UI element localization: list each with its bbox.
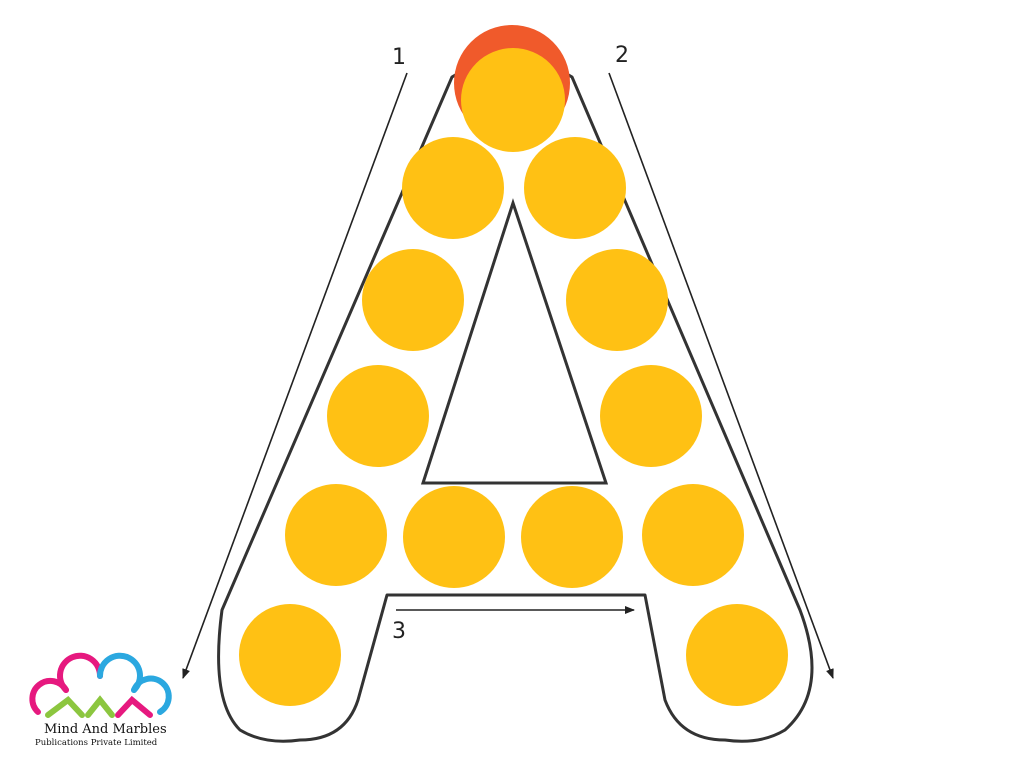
dot-marker[interactable] bbox=[686, 604, 788, 706]
dot-marker[interactable] bbox=[642, 484, 744, 586]
letter-a-outer-outline bbox=[217, 57, 814, 743]
letter-a-inner-counter bbox=[420, 198, 609, 485]
stroke-label-2: 2 bbox=[615, 43, 629, 68]
dot-marker[interactable] bbox=[566, 249, 668, 351]
dot-marker[interactable] bbox=[362, 249, 464, 351]
dot-marker[interactable] bbox=[461, 48, 565, 152]
publisher-logo: Mind And Marbles Publications Private Li… bbox=[29, 652, 172, 748]
logo-subtitle: Publications Private Limited bbox=[35, 738, 158, 748]
logo-mark-icon bbox=[29, 652, 172, 718]
dot-marker[interactable] bbox=[239, 604, 341, 706]
dot-marker[interactable] bbox=[327, 365, 429, 467]
dot-marker[interactable] bbox=[402, 137, 504, 239]
dot-marker[interactable] bbox=[403, 486, 505, 588]
dot-marker[interactable] bbox=[524, 137, 626, 239]
dot-marker[interactable] bbox=[521, 486, 623, 588]
dot-marker[interactable] bbox=[285, 484, 387, 586]
stroke-label-3: 3 bbox=[392, 619, 406, 644]
logo-title: Mind And Marbles bbox=[44, 722, 167, 737]
stroke-label-1: 1 bbox=[392, 45, 406, 70]
stroke-arrow-1 bbox=[182, 72, 408, 679]
stroke-arrow-2 bbox=[608, 72, 834, 679]
dot-marker-group bbox=[239, 48, 788, 706]
dot-marker[interactable] bbox=[600, 365, 702, 467]
